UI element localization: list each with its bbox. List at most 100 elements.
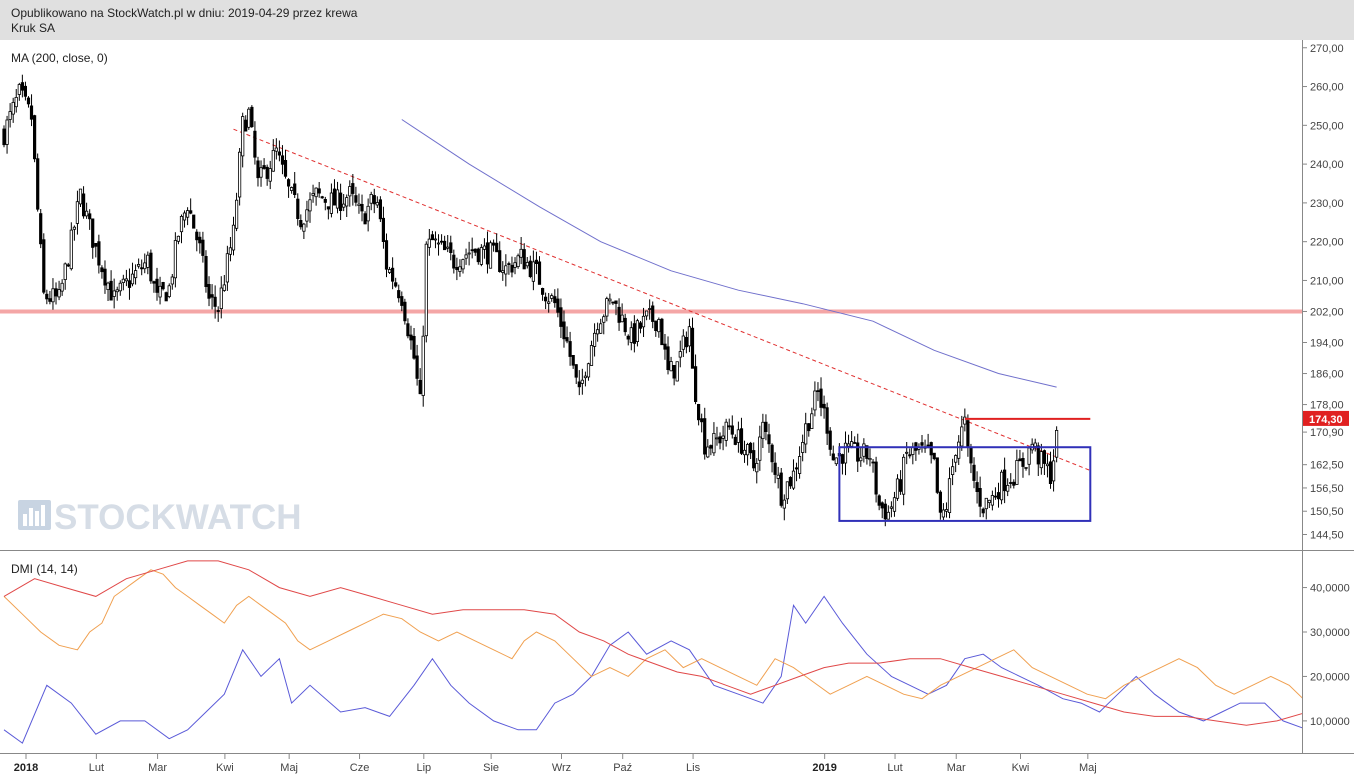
candle-body xyxy=(384,240,389,270)
price-tick-label: 270,00 xyxy=(1310,43,1344,55)
price-tick-label: 260,00 xyxy=(1310,82,1344,94)
candle-body xyxy=(712,432,716,454)
price-tick-label: 240,00 xyxy=(1310,159,1344,171)
published-info: Opublikowano na StockWatch.pl w dniu: 20… xyxy=(11,6,358,20)
candle-body xyxy=(277,151,282,156)
watermark-logo-icon xyxy=(18,500,51,530)
candle-body xyxy=(234,199,239,229)
candle-body xyxy=(886,511,890,520)
candle-body xyxy=(620,314,624,323)
candle-body xyxy=(813,390,817,411)
candle-body xyxy=(247,108,251,128)
candle-body xyxy=(244,119,248,132)
candle-body xyxy=(100,267,104,273)
candle-body xyxy=(360,203,364,212)
candle-body xyxy=(357,203,361,207)
candle-body xyxy=(195,231,199,241)
candle-body xyxy=(687,326,692,347)
candle-body xyxy=(831,453,835,461)
candle-body xyxy=(378,199,383,220)
candle-body xyxy=(905,451,909,454)
candle-body xyxy=(485,242,490,265)
stockwatch-watermark: STOCKWATCH xyxy=(18,498,302,537)
price-tick-label: 162,50 xyxy=(1310,460,1344,472)
candle-body xyxy=(467,252,471,255)
last-price-badge xyxy=(1303,410,1349,426)
candle-body xyxy=(198,236,202,244)
candle-body xyxy=(109,280,113,301)
price-panel: STOCKWATCH MA (200, close, 0) xyxy=(0,51,1302,537)
candle-body xyxy=(1042,450,1046,464)
candle-body xyxy=(776,474,780,479)
candle-body xyxy=(231,224,236,251)
candle-body xyxy=(51,288,55,303)
candle-body xyxy=(155,278,159,293)
candle-body xyxy=(464,254,468,259)
price-tick-label: 178,00 xyxy=(1310,400,1344,412)
candle-body xyxy=(45,293,49,300)
candle-body xyxy=(932,452,936,460)
candle-body xyxy=(739,428,744,454)
candle-body xyxy=(167,285,171,298)
candle-body xyxy=(1015,460,1019,485)
candle-body xyxy=(412,335,416,359)
candle-body xyxy=(439,240,444,243)
candle-body xyxy=(323,198,327,203)
candle-body xyxy=(593,332,597,347)
time-tick-label: Paź xyxy=(613,762,632,774)
price-tick-label: 250,00 xyxy=(1310,120,1344,132)
candle-body xyxy=(605,298,609,317)
candle-body xyxy=(632,323,637,344)
candle-body xyxy=(57,289,61,298)
candle-body xyxy=(164,292,168,302)
candle-body xyxy=(5,119,9,145)
candle-body xyxy=(675,361,679,382)
candle-body xyxy=(577,381,581,388)
candle-body xyxy=(29,105,34,120)
price-chart[interactable]: STOCKWATCH MA (200, close, 0) DMI (14, 1… xyxy=(0,40,1354,774)
price-y-axis: 270,00 260,00 250,00 240,00 230,00 220,00 210,… xyxy=(1302,43,1349,541)
candle-body xyxy=(170,276,174,285)
candle-body xyxy=(623,317,627,333)
candle-body xyxy=(895,478,900,499)
candle-body xyxy=(565,337,569,342)
candle-body xyxy=(329,192,334,214)
candle-body xyxy=(259,167,263,178)
watermark-logo-bar xyxy=(29,508,33,526)
candle-body xyxy=(338,192,343,212)
candle-body xyxy=(409,334,413,341)
candle-body xyxy=(510,264,514,273)
candle-body xyxy=(1052,460,1056,482)
candle-body xyxy=(794,467,799,470)
candle-body xyxy=(944,509,949,512)
candle-body xyxy=(397,290,401,299)
candle-body xyxy=(834,457,838,465)
candle-body xyxy=(993,495,998,498)
candle-body xyxy=(173,240,177,279)
candle-body xyxy=(66,264,70,267)
candle-body xyxy=(617,306,621,323)
candle-body xyxy=(892,497,897,512)
time-tick-label: 2018 xyxy=(14,762,38,774)
candle-body xyxy=(161,281,165,290)
candle-body xyxy=(185,210,190,218)
candle-body xyxy=(562,321,566,340)
candle-body xyxy=(78,188,83,205)
candle-body xyxy=(72,226,76,230)
candle-body xyxy=(819,388,823,408)
candle-body xyxy=(828,430,832,450)
candle-body xyxy=(149,252,153,282)
candle-body xyxy=(663,343,667,350)
candle-body xyxy=(106,282,110,291)
price-tick-label: 156,50 xyxy=(1310,483,1344,495)
candle-body xyxy=(990,495,995,506)
candle-body xyxy=(785,481,790,500)
candle-body xyxy=(779,472,783,506)
candle-body xyxy=(602,316,606,323)
candle-body xyxy=(736,429,741,443)
candle-body xyxy=(283,160,288,177)
candle-body xyxy=(210,294,214,298)
candle-body xyxy=(611,301,615,304)
candle-body xyxy=(816,390,820,393)
candle-body xyxy=(219,287,223,310)
